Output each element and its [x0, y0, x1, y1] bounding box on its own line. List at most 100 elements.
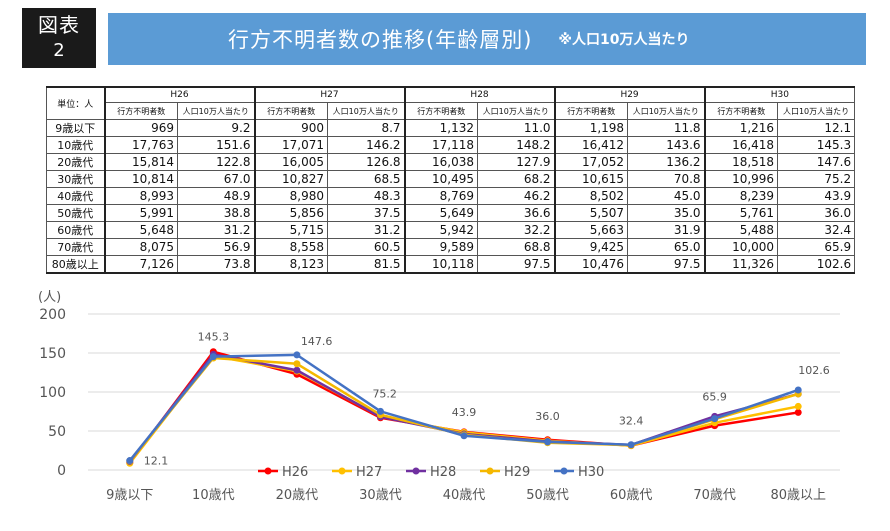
- rate-cell: 12.1: [777, 119, 856, 137]
- legend-label: H29: [504, 465, 530, 480]
- page-title: 行方不明者数の推移(年齢層別): [228, 28, 533, 52]
- data-point-H30: [711, 415, 719, 423]
- y-tick-label: 200: [39, 307, 66, 323]
- rate-cell: 122.8: [176, 153, 256, 171]
- rate-cell: 102.6: [777, 255, 856, 274]
- rate-cell: 36.6: [477, 204, 556, 222]
- count-cell: 7,126: [103, 255, 178, 274]
- rate-cell: 75.2: [777, 170, 856, 188]
- rate-cell: 11.0: [477, 119, 556, 137]
- count-cell: 10,495: [403, 170, 479, 188]
- rate-cell: 36.0: [777, 204, 856, 222]
- count-cell: 5,761: [703, 204, 779, 222]
- row-label: 30歳代: [46, 170, 105, 188]
- count-cell: 16,412: [553, 136, 629, 154]
- year-header: H27: [253, 86, 406, 103]
- count-cell: 17,052: [553, 153, 629, 171]
- table-row: 70歳代 8,075 56.9 8,558 60.5 9,589 68.8 9,425 65.0…: [46, 238, 856, 256]
- sub-header-rate: 人口10万人当たり: [176, 102, 256, 120]
- table-row: 9歳以下 969 9.2 900 8.7 1,132 11.0 1,198 11.8 1,216 1…: [46, 119, 856, 137]
- sub-header-rate: 人口10万人当たり: [477, 102, 556, 120]
- legend-label: H27: [356, 465, 382, 480]
- count-cell: 5,715: [253, 221, 329, 239]
- row-label: 9歳以下: [46, 119, 105, 137]
- rate-cell: 145.3: [777, 136, 856, 154]
- rate-cell: 60.5: [327, 238, 406, 256]
- rate-cell: 68.5: [327, 170, 406, 188]
- rate-cell: 38.8: [176, 204, 256, 222]
- data-label: 75.2: [372, 387, 397, 400]
- rate-cell: 70.8: [627, 170, 706, 188]
- count-cell: 17,763: [103, 136, 178, 154]
- rate-cell: 126.8: [327, 153, 406, 171]
- count-cell: 8,769: [403, 187, 479, 205]
- rate-cell: 65.0: [627, 238, 706, 256]
- figure-badge: 図表 2: [22, 8, 96, 68]
- count-cell: 10,000: [703, 238, 779, 256]
- table-row: 10歳代 17,763 151.6 17,071 146.2 17,118 148.2 16,…: [46, 136, 856, 154]
- data-label: 147.6: [301, 335, 333, 348]
- data-point-H30: [126, 457, 134, 465]
- rate-cell: 67.0: [176, 170, 256, 188]
- legend-marker-H26: [264, 467, 272, 475]
- count-cell: 8,558: [253, 238, 329, 256]
- x-tick-label: 80歳以上: [770, 488, 826, 503]
- rate-cell: 35.0: [627, 204, 706, 222]
- table-body: 9歳以下 969 9.2 900 8.7 1,132 11.0 1,198 11.8 1,216 1…: [46, 119, 856, 274]
- sub-header-count: 行方不明者数: [403, 102, 479, 120]
- legend-marker-H28: [412, 467, 420, 475]
- count-cell: 5,488: [703, 221, 779, 239]
- legend-marker-H30: [560, 467, 568, 475]
- count-cell: 17,118: [403, 136, 479, 154]
- rate-cell: 37.5: [327, 204, 406, 222]
- row-label: 10歳代: [46, 136, 105, 154]
- count-cell: 8,993: [103, 187, 178, 205]
- rate-cell: 31.2: [327, 221, 406, 239]
- row-label: 60歳代: [46, 221, 105, 239]
- count-cell: 1,132: [403, 119, 479, 137]
- rate-cell: 48.9: [176, 187, 256, 205]
- count-cell: 16,418: [703, 136, 779, 154]
- data-point-H30: [627, 441, 635, 449]
- row-label: 70歳代: [46, 238, 105, 256]
- count-cell: 16,005: [253, 153, 329, 171]
- rate-cell: 73.8: [176, 255, 256, 274]
- row-label: 20歳代: [46, 153, 105, 171]
- year-header-row: 単位：人 H26 H27 H28 H29 H30: [46, 86, 856, 120]
- figure-badge-number: 2: [53, 40, 65, 61]
- count-cell: 1,216: [703, 119, 779, 137]
- table-row: 60歳代 5,648 31.2 5,715 31.2 5,942 32.2 5,663 31.9…: [46, 221, 856, 239]
- sub-header-row: 行方不明者数 人口10万人当たり 行方不明者数 人口10万人当たり 行方不明者数…: [47, 102, 856, 120]
- count-cell: 16,038: [403, 153, 479, 171]
- data-point-H28: [293, 366, 301, 374]
- count-cell: 8,123: [253, 255, 329, 274]
- table-row: 50歳代 5,991 38.8 5,856 37.5 5,649 36.6 5,507 35.0…: [46, 204, 856, 222]
- rate-cell: 31.2: [176, 221, 256, 239]
- data-label: 32.4: [619, 415, 644, 428]
- count-cell: 15,814: [103, 153, 178, 171]
- x-tick-label: 10歳代: [192, 488, 235, 503]
- row-label: 80歳以上: [46, 255, 105, 274]
- count-cell: 18,518: [703, 153, 779, 171]
- rate-cell: 9.2: [176, 119, 256, 137]
- table-row: 80歳以上 7,126 73.8 8,123 81.5 10,118 97.5 10,476 9…: [46, 255, 856, 274]
- count-cell: 5,663: [553, 221, 629, 239]
- count-cell: 10,827: [253, 170, 329, 188]
- data-point-H30: [209, 353, 217, 361]
- sub-header-rate: 人口10万人当たり: [327, 102, 406, 120]
- sub-header-count: 行方不明者数: [103, 102, 178, 120]
- x-tick-label: 50歳代: [526, 488, 569, 503]
- rate-cell: 32.2: [477, 221, 556, 239]
- sub-header-count: 行方不明者数: [253, 102, 329, 120]
- data-point-H30: [460, 432, 468, 440]
- rate-cell: 127.9: [477, 153, 556, 171]
- count-cell: 8,239: [703, 187, 779, 205]
- count-cell: 10,476: [553, 255, 629, 274]
- data-point-H30: [376, 407, 384, 415]
- data-point-H30: [544, 438, 552, 446]
- legend-label: H26: [282, 465, 308, 480]
- data-label: 12.1: [144, 455, 169, 468]
- data-point-H27: [794, 402, 802, 410]
- x-tick-label: 70歳代: [693, 488, 736, 503]
- table-row: 20歳代 15,814 122.8 16,005 126.8 16,038 127.9 17,…: [46, 153, 856, 171]
